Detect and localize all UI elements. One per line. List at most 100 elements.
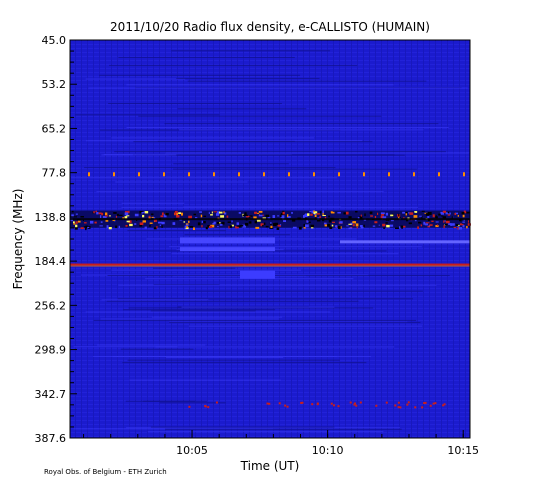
burst-pixel <box>445 212 449 215</box>
burst-pixel <box>193 227 195 231</box>
channel-line <box>184 234 290 236</box>
burst-pixel <box>385 219 390 221</box>
speckle <box>397 406 400 409</box>
channel-line <box>88 87 468 89</box>
burst-pixel <box>280 215 285 219</box>
burst-pixel <box>212 223 216 225</box>
burst-pixel <box>378 224 380 226</box>
burst-pixel <box>269 227 274 229</box>
burst-pixel <box>377 212 379 215</box>
speckle <box>300 401 303 404</box>
emission-patch <box>240 270 275 279</box>
channel-line <box>99 74 301 76</box>
burst-pixel <box>441 215 443 217</box>
channel-line <box>177 108 307 110</box>
x-axis-label: Time (UT) <box>240 459 300 473</box>
burst-pixel <box>310 213 313 216</box>
burst-pixel <box>134 213 139 217</box>
burst-pixel <box>161 221 165 225</box>
emission-patch <box>180 237 275 244</box>
burst-pixel <box>197 222 201 226</box>
burst-pixel <box>429 224 433 226</box>
burst-pixel <box>257 212 259 214</box>
burst-pixel <box>458 227 463 230</box>
channel-line <box>109 64 358 66</box>
burst-pixel <box>399 226 401 229</box>
burst-pixel <box>176 214 180 218</box>
y-tick-label: 298.9 <box>35 344 67 357</box>
burst-pixel <box>372 225 376 227</box>
burst-pixel <box>100 215 102 218</box>
burst-pixel <box>254 211 258 214</box>
burst-pixel <box>203 221 206 224</box>
burst-pixel <box>400 225 404 228</box>
channel-line <box>157 140 295 142</box>
burst-pixel <box>213 221 216 224</box>
burst-pixel <box>260 223 264 227</box>
interference-dot <box>338 172 340 177</box>
burst-pixel <box>129 223 133 227</box>
interference-dot <box>438 172 440 177</box>
burst-pixel <box>265 214 270 217</box>
speckle <box>375 404 378 407</box>
burst-pixel <box>383 227 386 229</box>
burst-pixel <box>348 227 352 230</box>
burst-pixel <box>402 225 406 228</box>
burst-pixel <box>221 221 225 225</box>
burst-pixel <box>242 224 246 228</box>
burst-pixel <box>320 211 322 214</box>
burst-pixel <box>82 219 84 221</box>
speckle <box>414 406 417 409</box>
burst-pixel <box>144 226 147 229</box>
burst-pixel <box>184 225 187 229</box>
burst-pixel <box>245 222 249 226</box>
channel-line <box>114 151 446 153</box>
burst-pixel <box>220 215 225 218</box>
burst-pixel <box>254 220 257 224</box>
channel-line <box>164 123 439 125</box>
speckle <box>286 405 289 408</box>
burst-pixel <box>443 220 445 223</box>
burst-pixel <box>458 224 460 227</box>
speckle <box>215 401 218 404</box>
burst-pixel <box>238 212 242 214</box>
channel-line <box>97 344 206 346</box>
speckle <box>429 404 432 407</box>
burst-pixel <box>279 224 282 226</box>
speckle <box>443 403 446 406</box>
burst-pixel <box>74 227 78 230</box>
burst-pixel <box>272 223 277 227</box>
burst-pixel <box>183 221 186 223</box>
burst-pixel <box>435 225 439 228</box>
burst-pixel <box>159 224 162 226</box>
interference-dot <box>138 172 140 177</box>
speckle <box>278 402 281 405</box>
channel-line <box>159 402 226 404</box>
burst-pixel <box>95 210 97 213</box>
burst-pixel <box>398 213 400 217</box>
speckle <box>337 405 340 408</box>
burst-pixel <box>369 211 373 214</box>
burst-pixel <box>421 210 425 212</box>
burst-pixel <box>391 219 394 222</box>
burst-pixel <box>444 223 448 226</box>
burst-pixel <box>104 215 109 217</box>
axes: 45.0 53.2 65.2 77.8 138.8 184.4 256.2 298.9 342.… <box>11 34 479 473</box>
speckle <box>407 401 410 404</box>
channel-line <box>96 191 384 193</box>
burst-pixel <box>355 223 359 227</box>
burst-pixel <box>108 226 112 230</box>
speckle <box>207 406 210 409</box>
burst-pixel <box>244 214 248 217</box>
burst-pixel <box>101 212 104 216</box>
burst-pixel <box>462 224 465 228</box>
burst-pixel <box>328 215 330 218</box>
burst-pixel <box>217 221 221 225</box>
burst-pixel <box>126 220 130 223</box>
speckle <box>316 402 319 405</box>
burst-pixel <box>348 223 352 225</box>
channel-line <box>126 127 449 129</box>
burst-pixel <box>360 226 364 229</box>
burst-pixel <box>113 212 117 214</box>
